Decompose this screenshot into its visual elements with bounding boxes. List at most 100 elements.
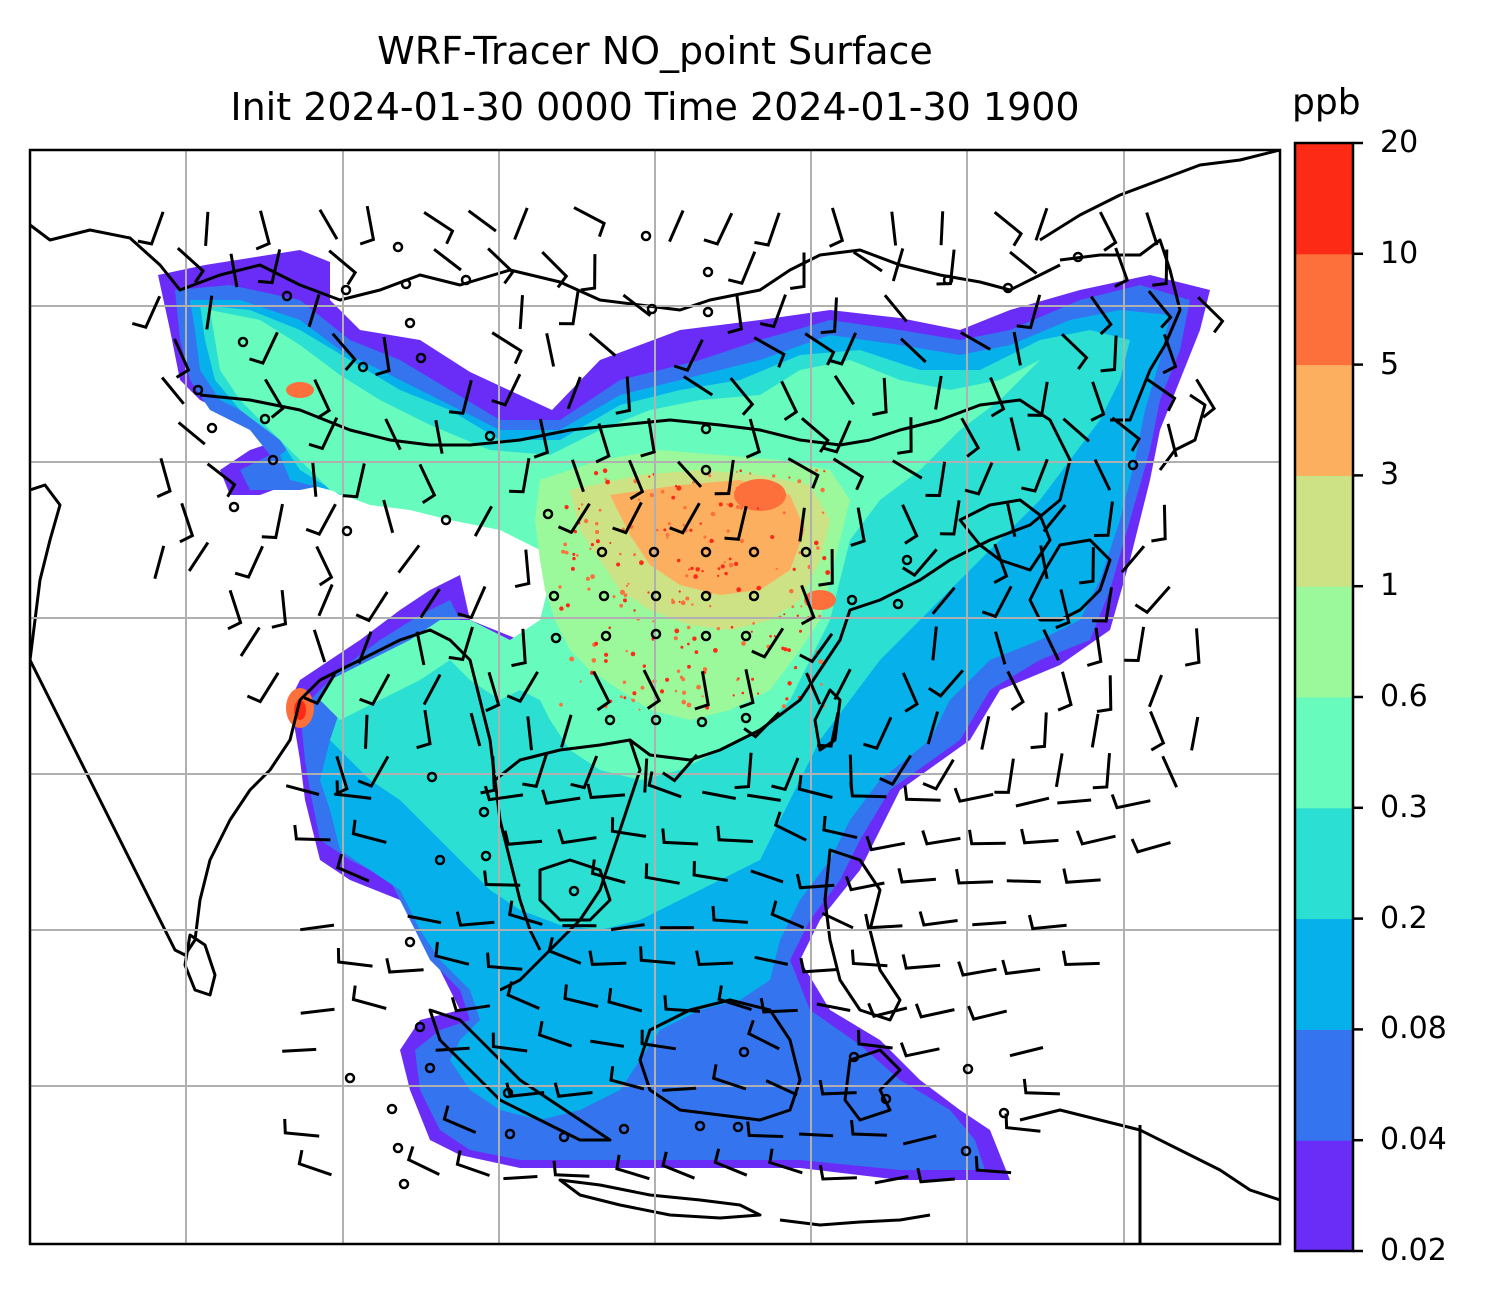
point-source-hotspot — [573, 529, 577, 534]
calm-wind-marker — [700, 590, 712, 602]
point-source-hotspot — [660, 489, 665, 494]
wind-barb — [308, 416, 339, 451]
wind-barb — [765, 1079, 798, 1097]
wind-barb — [695, 950, 734, 967]
wind-barb — [1039, 545, 1049, 580]
wind-barb — [663, 995, 701, 1013]
wind-barb — [416, 709, 432, 750]
colorbar-tick-label: 0.02 — [1380, 1233, 1447, 1268]
wind-barb — [780, 380, 799, 421]
wind-barb — [609, 1066, 645, 1091]
colorbar-tick-label: 3 — [1380, 457, 1400, 493]
wind-barb — [526, 716, 533, 751]
colorbar-band — [1295, 1029, 1353, 1141]
point-source-hotspot — [674, 628, 680, 634]
point-source-hotspot — [820, 487, 825, 493]
colorbar-tick-label: 0.04 — [1380, 1122, 1447, 1158]
point-source-hotspot — [814, 540, 819, 546]
wind-barb — [1006, 879, 1041, 884]
wind-barb — [751, 627, 785, 659]
point-source-hotspot — [736, 587, 742, 593]
wind-barb — [994, 631, 1007, 665]
point-source-hotspot — [718, 502, 723, 507]
wind-barb — [285, 784, 320, 796]
wind-barb — [833, 668, 852, 701]
wind-barb — [486, 952, 523, 971]
point-source-hotspot — [637, 498, 641, 501]
wind-barb — [822, 420, 852, 454]
point-source-hotspot — [820, 683, 823, 686]
wind-barb — [771, 757, 800, 792]
calm-wind-marker — [400, 278, 412, 290]
point-source-hotspot — [692, 481, 695, 484]
point-source-hotspot — [781, 704, 786, 709]
point-source-hotspot — [726, 529, 730, 533]
wind-barb — [557, 828, 597, 845]
wind-barb — [1111, 416, 1141, 452]
point-source-hotspot — [666, 537, 669, 540]
wind-barb — [926, 711, 940, 745]
point-source-hotspot — [604, 477, 607, 481]
point-source-hotspot — [632, 691, 637, 696]
wind-barb — [891, 459, 923, 480]
wind-barb — [450, 996, 491, 1013]
calm-wind-marker — [281, 290, 293, 302]
wind-barb — [423, 211, 455, 245]
wind-barb — [511, 628, 527, 668]
wind-barb — [355, 591, 389, 623]
wind-barb — [1075, 830, 1116, 846]
calm-wind-marker — [646, 303, 658, 315]
point-source-hotspot — [699, 522, 702, 525]
wind-barb — [455, 911, 495, 927]
wind-barb — [745, 418, 761, 459]
wind-barb — [615, 1154, 650, 1181]
wind-barb — [588, 332, 617, 357]
wind-barb — [595, 423, 611, 464]
wind-barb — [1166, 423, 1178, 458]
wind-barb — [229, 253, 239, 288]
point-source-hotspot — [782, 511, 786, 515]
wind-barb — [872, 377, 888, 417]
wind-barb — [249, 331, 279, 365]
wind-barb — [818, 549, 834, 587]
point-source-hotspot — [559, 702, 563, 707]
wind-barb — [914, 1003, 955, 1019]
point-source-hotspot — [686, 625, 691, 630]
wind-barb — [503, 830, 543, 846]
point-source-hotspot — [739, 538, 745, 544]
wind-barb — [727, 251, 757, 285]
wind-barb — [293, 824, 331, 842]
coastline-lesser-sunda — [779, 1213, 931, 1227]
wind-barb — [1006, 503, 1017, 538]
point-source-hotspot — [674, 484, 678, 488]
calm-wind-marker — [484, 430, 496, 442]
wind-barb — [901, 672, 919, 713]
wind-barb — [1020, 828, 1059, 845]
wind-barb — [1042, 628, 1060, 661]
point-source-hotspot — [595, 522, 599, 526]
calm-wind-marker — [415, 352, 427, 364]
calm-wind-marker — [700, 546, 712, 558]
wind-barb — [473, 505, 493, 537]
tracer-concentration-field — [158, 250, 1210, 1180]
wind-barbs — [131, 205, 1225, 1190]
point-source-hotspot — [717, 574, 720, 578]
wind-barb — [305, 503, 337, 536]
wind-barb — [480, 756, 496, 795]
wind-barb — [832, 457, 865, 491]
point-source-hotspot — [728, 562, 734, 568]
wind-barb — [1016, 294, 1042, 330]
wind-barb — [246, 672, 280, 704]
colorbar-tick-label: 0.3 — [1380, 789, 1428, 825]
point-source-hotspot — [619, 589, 625, 595]
wind-barb — [315, 545, 334, 587]
point-source-hotspot — [638, 708, 641, 711]
wind-barb — [1092, 752, 1111, 790]
wind-barb — [1009, 250, 1038, 275]
wind-barb — [560, 714, 573, 748]
calm-wind-marker — [440, 514, 452, 526]
point-source-hotspot — [783, 647, 788, 652]
wind-barb — [717, 985, 752, 1012]
wind-barb — [177, 421, 206, 446]
